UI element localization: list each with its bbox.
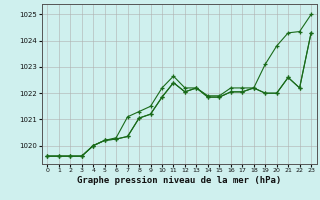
X-axis label: Graphe pression niveau de la mer (hPa): Graphe pression niveau de la mer (hPa) [77, 176, 281, 185]
